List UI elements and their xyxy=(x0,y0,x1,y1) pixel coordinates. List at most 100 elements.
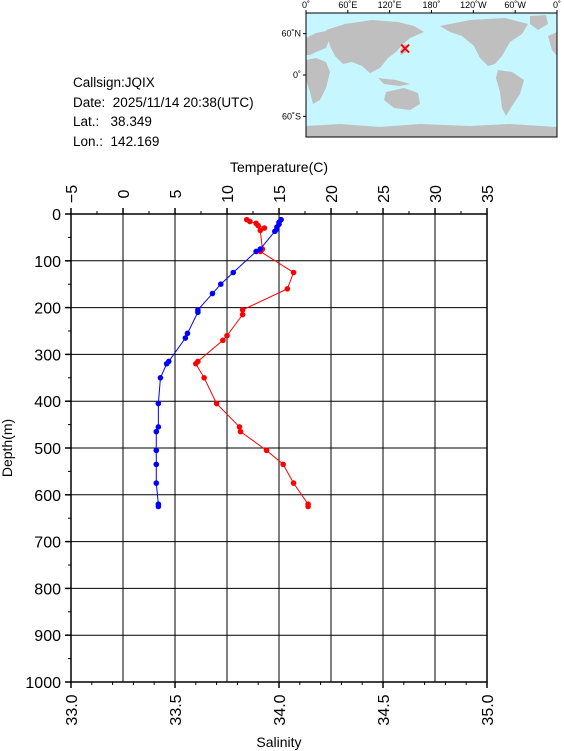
map-top-tick-label: 0˚ xyxy=(553,0,561,10)
lat-label: Lat.: xyxy=(73,114,100,129)
land-europe xyxy=(306,31,330,55)
map-left-tick-label: 60˚S xyxy=(282,111,301,121)
salinity-point xyxy=(184,330,191,337)
salinity-tick-label: 33.5 xyxy=(168,694,185,725)
salinity-axis-label: Salinity xyxy=(256,734,301,750)
salinity-point xyxy=(195,309,201,316)
date-value: 2025/11/14 20:38(UTC) xyxy=(112,95,254,110)
map-land xyxy=(306,15,557,137)
salinity-point xyxy=(163,360,170,367)
salinity-point xyxy=(153,447,160,454)
land-asia xyxy=(326,20,424,73)
temperature-point xyxy=(290,269,297,276)
lon-value: 142.169 xyxy=(110,134,160,149)
land-north-america xyxy=(440,18,528,66)
temperature-point xyxy=(201,375,207,381)
temperature-point xyxy=(224,332,230,339)
temperature-profile-line xyxy=(195,219,309,507)
land-indonesia xyxy=(378,78,410,86)
salinity-point xyxy=(209,290,216,297)
land-europe-wrap xyxy=(548,32,557,56)
salinity-point xyxy=(182,335,189,341)
depth-tick-label: 100 xyxy=(34,254,61,271)
salinity-tick-label: 35.0 xyxy=(480,694,497,725)
temperature-point xyxy=(239,307,246,313)
depth-tick-label: 900 xyxy=(34,628,61,645)
salinity-point xyxy=(272,228,278,235)
depth-tick-label: 700 xyxy=(34,535,61,552)
callsign-value: JQIX xyxy=(124,75,155,90)
temperature-point xyxy=(193,360,199,367)
temperature-point xyxy=(239,311,246,318)
map-left-tick-label: 60˚N xyxy=(281,29,301,39)
depth-tick-label: 400 xyxy=(34,394,61,411)
depth-tick-label: 200 xyxy=(34,301,61,318)
temperature-tick-label: 15 xyxy=(272,185,289,203)
depth-axis-label: Depth(m) xyxy=(0,419,15,477)
land-africa xyxy=(306,58,330,104)
chart-grid xyxy=(71,214,487,682)
temperature-point xyxy=(263,447,270,454)
salinity-point xyxy=(257,246,264,252)
map-left-tick-label: 0˚ xyxy=(293,70,301,80)
temperature-tick-label: 10 xyxy=(220,185,237,203)
temperature-point xyxy=(305,503,311,510)
temperature-tick-label: 20 xyxy=(324,185,341,203)
map-top-tick-label: 60˚W xyxy=(504,0,526,10)
depth-tick-label: 0 xyxy=(52,207,61,224)
callsign-label: Callsign: xyxy=(73,75,125,90)
salinity-tick-label: 33.0 xyxy=(64,694,81,725)
salinity-point xyxy=(155,503,162,510)
map-top-tick-label: 0˚ xyxy=(302,0,310,10)
temperature-point xyxy=(257,227,264,234)
temperature-tick-label: −5 xyxy=(64,185,81,203)
land-south-america xyxy=(496,70,524,116)
salinity-point xyxy=(253,248,259,255)
salinity-point xyxy=(153,428,160,435)
temperature-tick-label: 30 xyxy=(428,185,445,203)
land-greenland xyxy=(530,15,548,30)
salinity-point xyxy=(157,375,164,381)
temperature-tick-label: 35 xyxy=(480,185,497,203)
salinity-point xyxy=(153,461,160,468)
callsign-line: Callsign:JQIX xyxy=(73,74,155,91)
chart-series xyxy=(153,216,311,510)
temperature-point xyxy=(261,225,268,231)
salinity-point xyxy=(217,281,224,288)
temperature-point xyxy=(213,400,220,407)
temperature-point xyxy=(284,286,291,292)
salinity-tick-label: 34.0 xyxy=(272,694,289,725)
map-top-tick-label: 120˚W xyxy=(460,0,487,10)
map-top-tick-label: 120˚E xyxy=(378,0,402,10)
salinity-point xyxy=(155,400,162,407)
salinity-point xyxy=(230,269,237,276)
map-marker xyxy=(400,43,410,54)
depth-tick-label: 500 xyxy=(34,441,61,458)
salinity-tick-label: 34.5 xyxy=(376,694,393,725)
lat-value: 38.349 xyxy=(110,114,152,129)
temperature-point xyxy=(247,218,253,225)
depth-tick-label: 1000 xyxy=(25,675,61,692)
lon-label: Lon.: xyxy=(73,134,104,149)
map-station-marker xyxy=(400,43,410,54)
land-australia xyxy=(384,88,420,110)
temperature-axis-label: Temperature(C) xyxy=(230,159,328,175)
temperature-tick-label: 5 xyxy=(168,189,185,198)
depth-tick-label: 800 xyxy=(34,581,61,598)
date-line: Date: 2025/11/14 20:38(UTC) xyxy=(73,94,254,111)
lat-line: Lat.: 38.349 xyxy=(73,113,152,130)
temperature-point xyxy=(220,337,226,344)
map-top-tick-label: 60˚E xyxy=(338,0,357,10)
temperature-point xyxy=(255,222,261,229)
temperature-point xyxy=(237,428,244,435)
land-antarctica xyxy=(306,124,557,137)
depth-tick-label: 300 xyxy=(34,347,61,364)
temperature-tick-label: 25 xyxy=(376,185,393,203)
depth-tick-label: 600 xyxy=(34,488,61,505)
map-top-tick-label: 180˚ xyxy=(422,0,440,10)
salinity-point xyxy=(155,424,162,430)
temperature-point xyxy=(290,480,297,486)
